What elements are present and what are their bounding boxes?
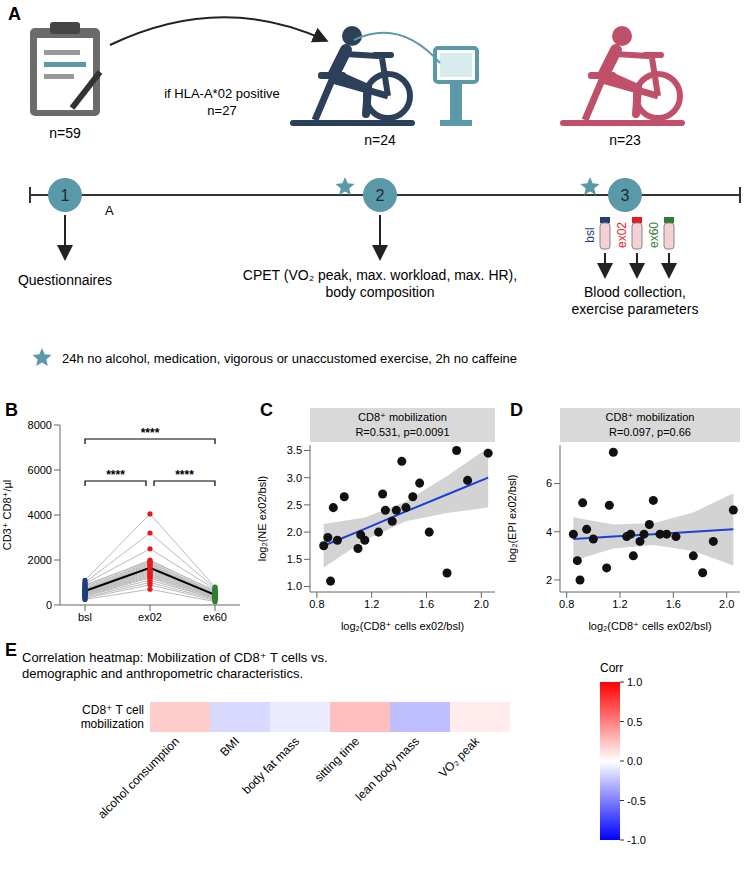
svg-text:1.2: 1.2 [612, 598, 627, 610]
svg-text:CD8⁺ T cell: CD8⁺ T cell [82, 703, 144, 717]
svg-text:3: 3 [621, 187, 630, 204]
svg-text:2.0: 2.0 [719, 598, 734, 610]
html-text:C: C [260, 400, 273, 420]
svg-text:24h no alcohol, medication, vi: 24h no alcohol, medication, vigorous or … [62, 351, 517, 366]
svg-text:log₂(EPI ex02/bsl): log₂(EPI ex02/bsl) [506, 474, 518, 562]
svg-text:3.0: 3.0 [287, 472, 302, 484]
html-text:D: D [510, 400, 523, 420]
svg-text:0.8: 0.8 [309, 598, 324, 610]
svg-text:4000: 4000 [28, 509, 52, 521]
svg-text:if HLA-A*02 positive: if HLA-A*02 positive [164, 86, 280, 101]
svg-text:-1.0: -1.0 [627, 834, 646, 846]
svg-text:E: E [5, 640, 17, 660]
svg-text:Corr: Corr [600, 661, 623, 675]
svg-text:ex60: ex60 [203, 611, 227, 623]
svg-text:n=24: n=24 [364, 132, 396, 148]
html-text:CD8⁺ mobilization: CD8⁺ mobilization [605, 411, 695, 423]
svg-text:1.0: 1.0 [287, 580, 302, 592]
svg-text:6000: 6000 [28, 464, 52, 476]
svg-text:2000: 2000 [28, 554, 52, 566]
svg-text:1.2: 1.2 [364, 598, 379, 610]
svg-text:sitting time: sitting time [312, 734, 363, 785]
html-text:CD8⁺ mobilization: CD8⁺ mobilization [358, 411, 447, 423]
svg-text:0.0: 0.0 [627, 755, 642, 767]
svg-text:1.6: 1.6 [666, 598, 681, 610]
svg-text:0.5: 0.5 [627, 716, 642, 728]
svg-text:3.5: 3.5 [287, 444, 302, 456]
svg-text:1.6: 1.6 [419, 598, 434, 610]
svg-text:1.0: 1.0 [627, 676, 642, 688]
svg-text:6: 6 [546, 477, 552, 489]
svg-text:demographic and anthropometric: demographic and anthropometric character… [22, 666, 303, 681]
svg-text:mobilization: mobilization [81, 717, 144, 731]
svg-text:ex60: ex60 [647, 222, 661, 248]
html-text:R=0.531, p=0.0091: R=0.531, p=0.0091 [355, 426, 450, 438]
svg-text:n=59: n=59 [49, 125, 81, 141]
svg-text:body fat mass: body fat mass [239, 734, 302, 797]
svg-text:alcohol consumption: alcohol consumption [95, 734, 182, 821]
svg-text:2: 2 [376, 187, 385, 204]
svg-text:VO₂ peak: VO₂ peak [436, 734, 483, 781]
svg-text:2.0: 2.0 [474, 598, 489, 610]
svg-text:4: 4 [546, 526, 552, 538]
svg-text:A: A [8, 4, 21, 24]
svg-text:1.5: 1.5 [287, 553, 302, 565]
svg-text:ex02: ex02 [615, 222, 629, 248]
html-text:R=0.097, p=0.66: R=0.097, p=0.66 [609, 426, 691, 438]
svg-text:1: 1 [61, 187, 70, 204]
svg-text:bsl: bsl [78, 611, 92, 623]
svg-text:lean body mass: lean body mass [353, 734, 422, 803]
svg-text:0: 0 [46, 599, 52, 611]
svg-text:Questionnaires: Questionnaires [18, 272, 112, 288]
svg-text:log₂(CD8⁺ cells ex02/bsl): log₂(CD8⁺ cells ex02/bsl) [341, 620, 464, 632]
svg-text:BMI: BMI [217, 734, 242, 759]
svg-text:CPET (VO₂ peak, max. workload,: CPET (VO₂ peak, max. workload, max. HR), [243, 267, 517, 283]
svg-text:2.0: 2.0 [287, 526, 302, 538]
svg-text:0.8: 0.8 [559, 598, 574, 610]
svg-text:****: **** [141, 426, 160, 440]
svg-text:body composition: body composition [326, 284, 435, 300]
svg-text:exercise parameters: exercise parameters [572, 301, 699, 317]
svg-text:Correlation heatmap: Mobilizat: Correlation heatmap: Mobilization of CD8… [22, 650, 328, 665]
svg-text:A: A [105, 203, 114, 218]
svg-text:2: 2 [546, 574, 552, 586]
svg-text:n=23: n=23 [609, 132, 641, 148]
svg-text:Blood collection,: Blood collection, [584, 284, 686, 300]
svg-text:log₂(CD8⁺ cells ex02/bsl): log₂(CD8⁺ cells ex02/bsl) [588, 620, 711, 632]
svg-text:n=27: n=27 [207, 103, 236, 118]
svg-text:ex02: ex02 [138, 611, 162, 623]
svg-text:8000: 8000 [28, 419, 52, 431]
html-text:B: B [5, 400, 18, 420]
svg-text:****: **** [175, 468, 194, 482]
svg-text:CD3⁺ CD8⁺/µl: CD3⁺ CD8⁺/µl [1, 480, 13, 551]
svg-text:****: **** [106, 468, 125, 482]
svg-text:2.5: 2.5 [287, 499, 302, 511]
svg-text:log₂(NE ex02/bsl): log₂(NE ex02/bsl) [256, 476, 268, 562]
svg-text:bsl: bsl [583, 227, 597, 242]
svg-text:-0.5: -0.5 [627, 795, 646, 807]
